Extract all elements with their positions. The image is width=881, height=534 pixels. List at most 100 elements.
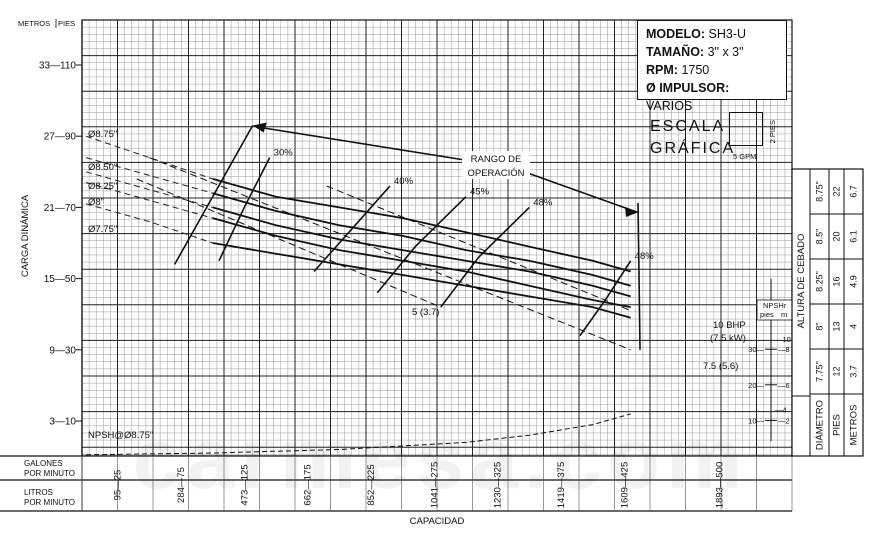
y-tick-label: 15—50 [44, 274, 77, 285]
bhp-line [149, 157, 631, 351]
npshr-m: m [781, 310, 787, 319]
side-table-metros: 4 [849, 324, 859, 329]
y-tick-label: 33—110 [39, 61, 77, 72]
side-table-diam: 8.25" [815, 271, 825, 292]
range-label-bg [462, 151, 530, 179]
row2-label-a: LITROS [24, 488, 53, 497]
scale-pies: 2 PIES [768, 120, 777, 144]
impeller-label: Ø8.50" [88, 162, 117, 173]
model-info-box: MODELO: SH3-U TAMAÑO: 3" x 3" RPM: 1750 … [637, 20, 787, 113]
bhp-5-label: 5 (3.7) [412, 307, 439, 318]
npshr-tick-m: —6 [778, 381, 790, 390]
modelo-label: MODELO: [646, 27, 706, 41]
side-table-diam: 7.75" [815, 361, 825, 382]
impeller-label: Ø7.75" [88, 224, 117, 235]
npshr-tick-ft: 10— [748, 416, 764, 425]
x-rows-bg [0, 456, 792, 496]
tamano-value: 3" x 3" [707, 45, 744, 59]
y-tick-label: 27—90 [44, 132, 77, 143]
range-label-line1: RANGO DE [471, 154, 522, 165]
y-axis-label: CARGA DINÁMICA [20, 194, 31, 277]
scale-box [729, 112, 763, 146]
npshr-tick-minor: —10 [775, 335, 791, 344]
efficiency-label: 48% [533, 197, 553, 208]
chart-curves [85, 122, 641, 456]
x-tick-label: 1230—325 [493, 462, 504, 508]
range-label-line2: OPERACIÓN [467, 168, 524, 179]
side-table-diam: 8.75" [815, 181, 825, 202]
npsh-curve-label: NPSH@Ø8.75" [88, 430, 153, 441]
impeller-curve [212, 178, 631, 273]
y-tick-label: 3—10 [49, 417, 76, 428]
chart-axes: METROS PIES CARGA DINÁMICA 3—10 9—30 15—50 21—… [0, 19, 864, 527]
impeller-curve-dashed [85, 135, 277, 198]
npshr-tick-m: —2 [778, 416, 790, 425]
row2-label-b: POR MINUTO [24, 498, 75, 507]
impulsor-value: VARIOS [646, 99, 693, 113]
efficiency-label: 30% [274, 148, 294, 159]
side-table-pies: 13 [832, 321, 842, 331]
x-axis-label: CAPACIDAD [410, 516, 465, 527]
npshr-tick-m: —8 [778, 345, 790, 354]
npshr-tick-minor: —4 [775, 405, 787, 414]
side-table-metros: 4.9 [849, 275, 859, 288]
x-tick-label: 95—25 [113, 470, 124, 501]
bhp-75-label: 7.5 (5.6) [703, 361, 738, 372]
bhp-10-label-b: (7.5 kW) [710, 333, 746, 344]
impeller-curve [212, 217, 631, 308]
tamano-label: TAMAÑO: [646, 45, 705, 59]
side-table-pies: 12 [832, 366, 842, 376]
range-arrowhead-right [625, 206, 640, 217]
npshr-title: NPSHr [763, 301, 787, 310]
y-tick-label: 9—30 [49, 345, 76, 356]
x-tick-label: 1609—425 [619, 462, 630, 508]
side-table-diam: 8.5" [815, 229, 825, 245]
side-table-pies: 22 [832, 186, 842, 196]
side-table-pies: 16 [832, 276, 842, 286]
side-table: ALTURA DE CEBADO 8.75" 22 6.7 8.5" 20 6.1 8.25"… [791, 168, 864, 457]
range-left-boundary [173, 125, 254, 265]
efficiency-label: 40% [394, 176, 414, 187]
row1-label-b: POR MINUTO [24, 469, 75, 478]
rpm-value: 1750 [681, 63, 710, 77]
side-table-frame [791, 168, 864, 457]
impulsor-label: Ø IMPULSOR: [646, 81, 730, 95]
x-tick-label: 284—75 [176, 467, 187, 503]
scale-line1: ESCALA [650, 118, 726, 135]
npsh-curve [85, 413, 631, 456]
range-arrow-right [524, 171, 632, 211]
efficiency-label: 45% [470, 187, 490, 198]
side-table-metros: 6.7 [849, 185, 859, 198]
x-tick-label: 1893—500 [714, 462, 725, 508]
efficiency-curve [218, 157, 271, 262]
side-table-metros: 6.1 [849, 230, 859, 243]
npshr-tick-ft: 20— [748, 381, 764, 390]
x-tick-label: 473—125 [239, 464, 250, 505]
scale-gpm: 5 GPM [733, 152, 757, 161]
efficiency-label: 48% [635, 251, 655, 262]
y-tick-label: 21—70 [44, 203, 77, 214]
efficiency-curve [440, 206, 530, 308]
y-units-left: METROS [18, 19, 50, 28]
impeller-curve [212, 242, 631, 319]
efficiency-curve [376, 196, 467, 294]
row1-label-a: GALONES [24, 459, 63, 468]
impeller-curve [212, 206, 631, 298]
bhp-10-label-a: 10 BHP [713, 320, 746, 331]
scale-line2: GRÁFICA [650, 140, 736, 157]
range-arrowhead-left [252, 122, 267, 133]
diametro-label: DIÁMETRO [815, 400, 826, 450]
npshr-tick-ft: 30— [748, 345, 764, 354]
range-right-boundary [637, 202, 641, 350]
impeller-label: Ø8" [88, 197, 104, 208]
y-units-right: PIES [58, 19, 75, 28]
x-tick-label: 662—175 [303, 464, 314, 505]
x-tick-label: 1419—375 [556, 462, 567, 508]
efficiency-curve [313, 185, 391, 273]
x-tick-label: 1041—275 [429, 462, 440, 508]
side-table-metros: 3.7 [849, 365, 859, 378]
range-arrow-left [260, 126, 491, 165]
scale-label: ESCALA GRÁFICA [650, 116, 735, 160]
bhp-line [326, 185, 631, 312]
